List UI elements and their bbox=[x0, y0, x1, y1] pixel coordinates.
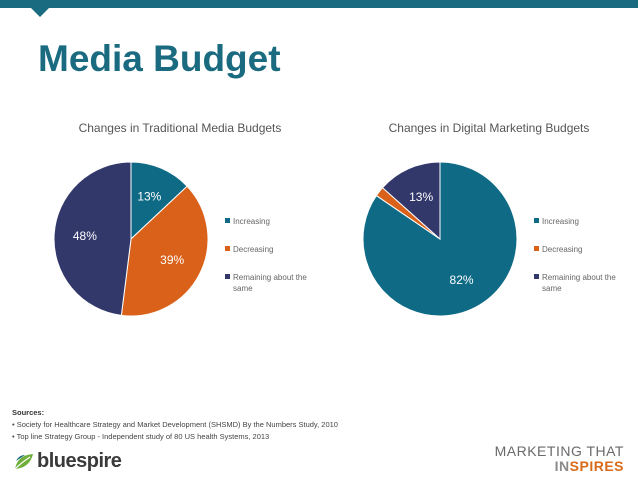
sources-heading: Sources: bbox=[12, 408, 45, 417]
leaf-icon bbox=[14, 453, 33, 469]
data-label-1-3: 48% bbox=[73, 229, 97, 243]
data-label-2-1: 82% bbox=[450, 273, 474, 287]
top-bar bbox=[0, 0, 638, 8]
legend-swatch-2-1 bbox=[534, 218, 539, 223]
top-bar-notch bbox=[31, 8, 49, 17]
data-label-1-2: 39% bbox=[160, 253, 184, 267]
tagline: MARKETING THAT INSPIRES bbox=[495, 444, 624, 474]
legend-swatch-1-3 bbox=[225, 274, 230, 279]
legend-label-1-2: Decreasing bbox=[233, 245, 273, 254]
tagline-in: IN bbox=[554, 458, 570, 474]
chart-title-1: Changes in Traditional Media Budgets bbox=[79, 121, 282, 135]
legend-label-2-1: Increasing bbox=[542, 217, 579, 226]
bluespire-logo: bluespire bbox=[14, 450, 122, 473]
legend-label-1-1: Increasing bbox=[233, 217, 270, 226]
sources: Sources: • Society for Healthcare Strate… bbox=[12, 407, 338, 443]
pie-slice-1-increasing bbox=[130, 161, 188, 241]
chart-title-2: Changes in Digital Marketing Budgets bbox=[389, 121, 590, 135]
pie-slice-2-remaining bbox=[381, 161, 441, 241]
logo-text: bluespire bbox=[37, 450, 122, 472]
tagline-line-1: MARKETING THAT bbox=[494, 443, 624, 459]
pie-slice-1-remaining bbox=[53, 161, 132, 316]
legend-label-2-2: Decreasing bbox=[542, 245, 582, 254]
data-label-1-1: 13% bbox=[137, 190, 161, 204]
legend-label-1-3: Remaining about the same bbox=[233, 273, 307, 293]
source-item-2: • Top line Strategy Group - Independent … bbox=[12, 432, 270, 441]
tagline-spires: SPIRES bbox=[569, 458, 624, 474]
legend-swatch-2-3 bbox=[534, 274, 539, 279]
data-label-2-3: 13% bbox=[409, 190, 433, 204]
legend-label-2-3: Remaining about the same bbox=[542, 273, 616, 293]
page-title: Media Budget bbox=[38, 38, 281, 79]
legend-swatch-2-2 bbox=[534, 246, 539, 251]
pie-slice-1-decreasing bbox=[120, 185, 209, 317]
source-item-1: • Society for Healthcare Strategy and Ma… bbox=[12, 420, 338, 429]
legend-swatch-1-1 bbox=[225, 218, 230, 223]
legend-swatch-1-2 bbox=[225, 246, 230, 251]
tagline-line-2: INSPIRES bbox=[495, 459, 624, 474]
